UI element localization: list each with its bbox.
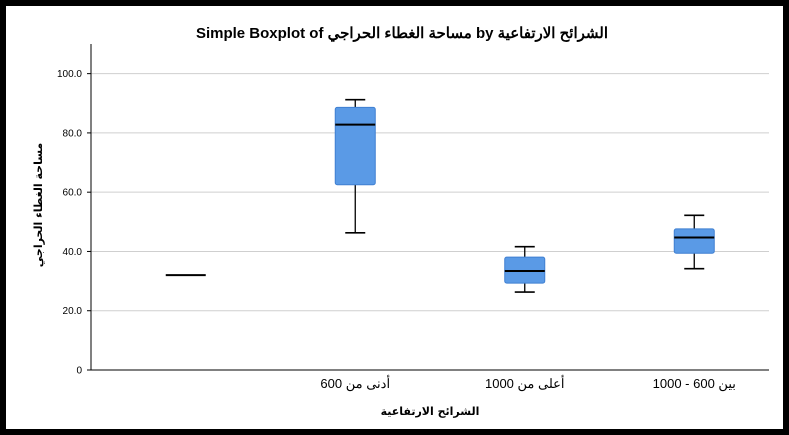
x-axis-label: الشرائح الارتفاعية [381, 405, 480, 418]
y-tick-label: 20.0 [63, 306, 83, 317]
y-tick-label: 60.0 [63, 188, 83, 199]
box-group [504, 245, 546, 293]
y-axis-ticks: 0 20.0 40.0 60.0 80.0 100.0 [57, 69, 91, 377]
y-tick-label: 100.0 [57, 69, 82, 80]
box-iqr [673, 228, 715, 254]
gridlines [91, 73, 769, 312]
y-tick-label: 0 [76, 366, 82, 377]
boxes [165, 98, 715, 293]
box-group [334, 98, 376, 234]
y-tick-label: 40.0 [63, 247, 83, 258]
y-tick-label: 80.0 [63, 128, 83, 139]
y-axis-label: مساحة الغطاء الحراجي [32, 143, 45, 267]
x-axis-ticks: أدنى من 600 أعلى من 1000 بين 600 - 1000 [320, 375, 735, 392]
box-iqr [334, 106, 376, 186]
box-group [673, 214, 715, 270]
x-tick-label: أدنى من 600 [320, 375, 390, 392]
x-tick-label: بين 600 - 1000 [653, 376, 736, 392]
chart-title: الشرائح الارتفاعية by مساحة الغطاء الحرا… [196, 25, 608, 43]
x-tick-label: أعلى من 1000 [485, 375, 565, 392]
